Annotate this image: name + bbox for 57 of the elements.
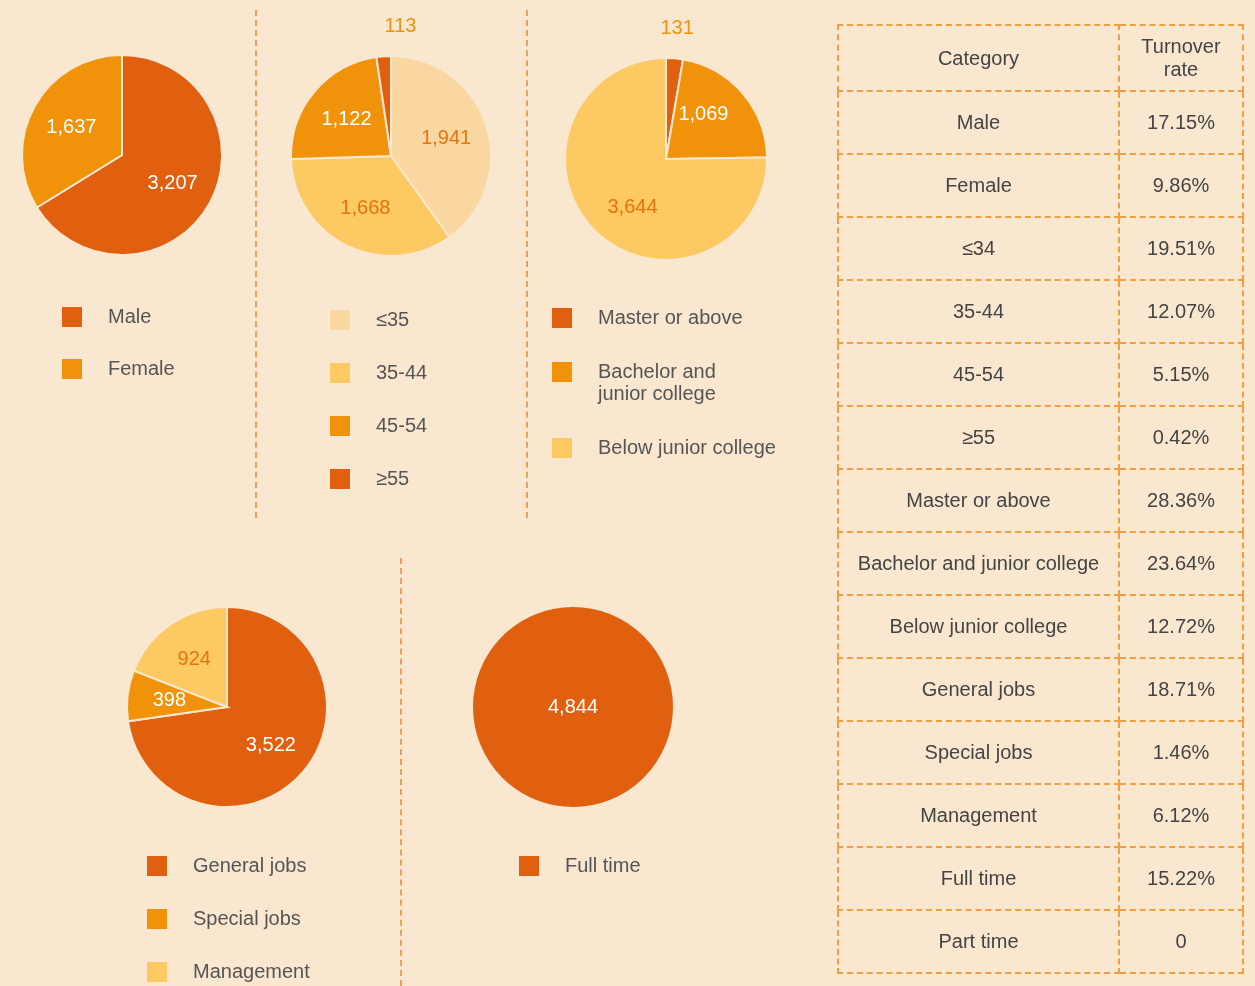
text: ≤34 bbox=[838, 217, 1119, 280]
text: Bachelor and junior college bbox=[838, 532, 1119, 595]
data-label: 131 bbox=[660, 16, 694, 39]
data-label: 1,122 bbox=[321, 106, 372, 129]
data-label: 113 bbox=[384, 14, 417, 37]
legend-label: ≤35 bbox=[376, 308, 410, 330]
pie-slice bbox=[564, 57, 768, 261]
legend-label: General jobs bbox=[193, 854, 307, 876]
legend-label: 35-44 bbox=[376, 361, 428, 383]
text: Below junior college bbox=[838, 595, 1119, 658]
text: Special jobs bbox=[838, 721, 1119, 784]
text: 28.36% bbox=[1119, 469, 1243, 532]
legend-label: 45-54 bbox=[376, 414, 428, 436]
text: 9.86% bbox=[1119, 154, 1243, 217]
text: 19.51% bbox=[1119, 217, 1243, 280]
text: Turnover rate bbox=[1119, 25, 1243, 91]
text: 18.71% bbox=[1119, 658, 1243, 721]
legend-label: Below junior college bbox=[598, 436, 776, 458]
text: 0 bbox=[1119, 910, 1243, 973]
text: 6.12% bbox=[1119, 784, 1243, 847]
legend-label: Master or above bbox=[598, 306, 743, 328]
legend-label: Female bbox=[108, 357, 175, 379]
data-label: 1,668 bbox=[340, 196, 391, 219]
text: 1.46% bbox=[1119, 721, 1243, 784]
data-label: 3,522 bbox=[245, 732, 296, 755]
text: Category bbox=[838, 25, 1119, 91]
legend-label: Management bbox=[193, 960, 311, 982]
text: 45-54 bbox=[838, 343, 1119, 406]
data-label: 1,637 bbox=[46, 114, 97, 137]
text: 12.07% bbox=[1119, 280, 1243, 343]
text: 15.22% bbox=[1119, 847, 1243, 910]
legend-label: Male bbox=[108, 305, 152, 327]
data-label: 1,941 bbox=[421, 126, 472, 149]
text: General jobs bbox=[838, 658, 1119, 721]
text: 12.72% bbox=[1119, 595, 1243, 658]
data-label: 3,644 bbox=[607, 195, 658, 218]
legend-label: Full time bbox=[565, 854, 641, 876]
data-label: 1,069 bbox=[678, 101, 729, 124]
text: Master or above bbox=[838, 469, 1119, 532]
data-label: 398 bbox=[152, 688, 187, 711]
text: ≥55 bbox=[838, 406, 1119, 469]
text: Female bbox=[838, 154, 1119, 217]
text: 23.64% bbox=[1119, 532, 1243, 595]
text: Management bbox=[838, 784, 1119, 847]
legend-label: ≥55 bbox=[376, 467, 410, 489]
text: 0.42% bbox=[1119, 406, 1243, 469]
legend-label: Special jobs bbox=[193, 907, 301, 929]
text: Part time bbox=[838, 910, 1119, 973]
data-label: 3,207 bbox=[147, 171, 198, 194]
text: 5.15% bbox=[1119, 343, 1243, 406]
data-label: 924 bbox=[177, 647, 211, 670]
text: 35-44 bbox=[838, 280, 1119, 343]
data-label: 4,844 bbox=[547, 695, 599, 717]
text: Male bbox=[838, 91, 1119, 154]
text: 17.15% bbox=[1119, 91, 1243, 154]
legend-label: Bachelor and junior college bbox=[597, 360, 716, 404]
text: Full time bbox=[838, 847, 1119, 910]
